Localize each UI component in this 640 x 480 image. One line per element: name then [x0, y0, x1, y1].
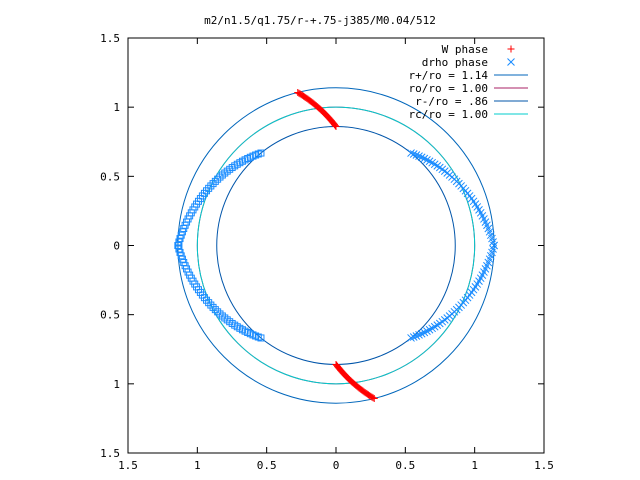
point-series-0 [369, 394, 377, 402]
legend-label-r-plus: r+/ro = 1.14 [409, 69, 489, 82]
point-series-2 [207, 301, 215, 309]
point-series-2 [226, 165, 234, 173]
y-tick-label: 1.5 [100, 32, 120, 45]
point-series-0 [294, 88, 302, 96]
y-tick-label: 1.5 [100, 447, 120, 460]
point-series-1 [409, 333, 418, 341]
legend-label-ro: ro/ro = 1.00 [409, 82, 488, 95]
point-series-1 [420, 154, 429, 163]
legend-label-rc: rc/ro = 1.00 [409, 108, 488, 121]
point-series-0 [370, 395, 378, 403]
x-tick-label: 1.5 [534, 459, 554, 472]
point-series-2 [216, 173, 224, 181]
point-series-2 [211, 177, 219, 185]
circle-0.86 [216, 126, 456, 365]
point-series-1 [407, 334, 415, 342]
point-series-2 [223, 316, 231, 324]
point-series-2 [205, 299, 213, 307]
point-series-2 [218, 312, 226, 320]
point-series-2 [203, 296, 211, 304]
legend-sample-drho-phase [507, 58, 515, 66]
x-tick-label: 0.5 [395, 459, 415, 472]
point-series-1 [417, 329, 426, 338]
point-series-2 [207, 182, 215, 190]
legend: W phase drho phase r+/ro = 1.14 ro/ro = … [409, 43, 528, 121]
point-series-2 [214, 175, 222, 183]
x-tick-label: 0 [333, 459, 340, 472]
point-series-2 [257, 334, 265, 342]
x-tick-label: 1.5 [118, 459, 138, 472]
point-series-1 [415, 331, 423, 339]
point-series-1 [412, 332, 421, 340]
chart-title: m2/n1.5/q1.75/r-+.75-j385/M0.04/512 [204, 14, 436, 27]
y-tick-label: 0.5 [100, 309, 120, 322]
point-series-0 [295, 89, 303, 97]
point-series-2 [218, 171, 226, 179]
reference-circles [177, 87, 495, 404]
point-series-1 [407, 149, 415, 157]
point-series-2 [205, 184, 213, 192]
x-tick-label: 1 [194, 459, 201, 472]
y-tick-label: 0 [113, 240, 120, 253]
point-series-1 [409, 150, 418, 158]
legend-sample-w-phase [507, 45, 515, 53]
legend-label-w-phase: W phase [442, 43, 488, 56]
point-series-2 [209, 180, 217, 188]
y-tick-label: 0.5 [100, 170, 120, 183]
point-series-1 [420, 328, 429, 337]
axis-ticks: 1.5 1 0.5 0 0.5 1 1.51.510.500.511.5 [100, 32, 554, 472]
x-tick-label: 1 [471, 459, 478, 472]
circle-1 [196, 106, 476, 385]
point-series-2 [211, 306, 219, 314]
point-series-1 [417, 153, 426, 162]
point-series-2 [223, 167, 231, 175]
circle-1 [196, 106, 476, 385]
y-tick-label: 1 [113, 378, 120, 391]
point-series-2 [209, 303, 217, 311]
point-series-2 [221, 169, 229, 177]
legend-label-drho-phase: drho phase [422, 56, 488, 69]
point-series-2 [221, 314, 229, 322]
data-points [174, 88, 498, 403]
point-series-1 [412, 151, 421, 159]
legend-samples [494, 45, 528, 115]
circle-1.14 [177, 87, 495, 404]
x-tick-label: 0.5 [257, 459, 277, 472]
point-series-2 [216, 310, 224, 318]
y-tick-label: 1 [113, 101, 120, 114]
point-series-2 [214, 308, 222, 316]
point-series-1 [423, 327, 431, 336]
legend-label-r-minus: r-/ro = .86 [415, 95, 488, 108]
point-series-1 [415, 152, 423, 160]
